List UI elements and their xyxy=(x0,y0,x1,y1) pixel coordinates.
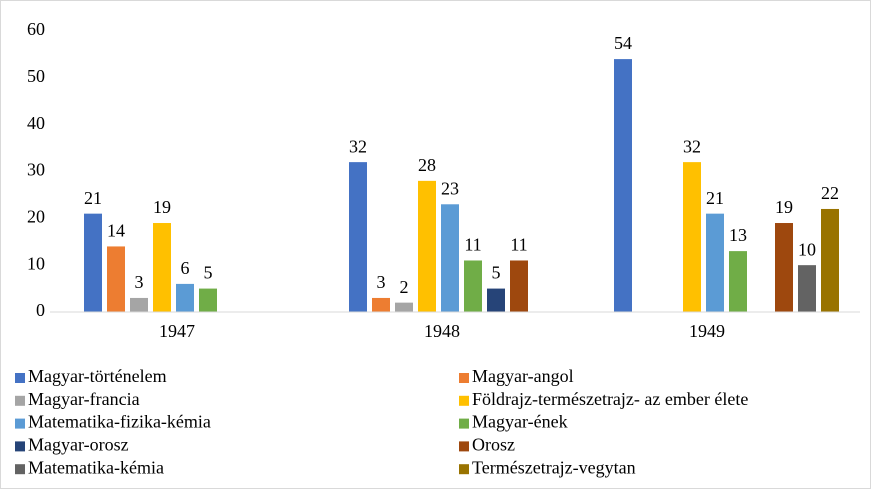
legend-swatch xyxy=(15,395,25,406)
bar xyxy=(349,162,367,312)
x-tick-label: 1949 xyxy=(689,321,725,341)
data-label: 10 xyxy=(798,239,816,259)
legend-swatch xyxy=(15,441,25,452)
bar xyxy=(176,283,194,312)
bar xyxy=(418,180,436,312)
bar xyxy=(683,162,701,312)
y-tick-label: 10 xyxy=(27,253,45,273)
bar xyxy=(706,213,724,312)
bar xyxy=(395,302,413,312)
x-tick-label: 1948 xyxy=(424,321,460,341)
bar xyxy=(614,59,632,312)
data-label: 21 xyxy=(84,188,102,208)
data-label: 21 xyxy=(706,188,724,208)
legend-label: Magyar-történelem xyxy=(28,366,167,386)
bar xyxy=(153,223,171,312)
data-label: 32 xyxy=(683,136,701,156)
data-label: 28 xyxy=(418,155,436,175)
legend-label: Matematika-kémia xyxy=(28,457,164,477)
legend-swatch xyxy=(15,373,25,383)
legend-label: Matematika-fizika-kémia xyxy=(28,412,211,432)
legend-label: Természetrajz-vegytan xyxy=(472,457,636,477)
y-tick-label: 0 xyxy=(36,300,45,320)
data-label: 22 xyxy=(821,183,839,203)
bar xyxy=(441,204,459,312)
legend-label: Magyar-angol xyxy=(472,366,574,386)
bar xyxy=(729,251,747,312)
legend-label: Magyar-francia xyxy=(28,389,140,409)
legend-swatch xyxy=(15,418,25,429)
legend-label: Magyar-ének xyxy=(472,412,568,432)
legend-swatch xyxy=(459,441,469,452)
data-label: 14 xyxy=(107,221,125,241)
y-tick-label: 50 xyxy=(27,66,45,86)
legend-swatch xyxy=(459,373,469,383)
data-label: 5 xyxy=(492,263,501,283)
legend-swatch xyxy=(459,395,469,406)
legend-swatch xyxy=(15,464,25,475)
bar xyxy=(821,208,839,312)
data-label: 11 xyxy=(510,235,527,255)
bar xyxy=(199,288,217,312)
data-label: 19 xyxy=(153,197,171,217)
data-label: 23 xyxy=(441,178,459,198)
legend-label: Földrajz-természetrajz- az ember élete xyxy=(472,389,748,409)
bar xyxy=(775,223,793,312)
data-label: 13 xyxy=(729,225,747,245)
bar xyxy=(510,260,528,312)
data-label: 32 xyxy=(349,136,367,156)
y-tick-label: 30 xyxy=(27,160,45,180)
y-tick-label: 60 xyxy=(27,19,45,39)
data-label: 54 xyxy=(614,33,632,53)
legend-swatch xyxy=(459,418,469,429)
x-tick-label: 1947 xyxy=(159,321,195,341)
data-label: 11 xyxy=(464,235,481,255)
bar xyxy=(372,297,390,312)
data-label: 19 xyxy=(775,197,793,217)
bar xyxy=(487,288,505,312)
bar xyxy=(130,297,148,312)
y-tick-label: 20 xyxy=(27,206,45,226)
data-label: 6 xyxy=(181,258,190,278)
data-label: 2 xyxy=(400,277,409,297)
bar xyxy=(84,213,102,312)
data-label: 3 xyxy=(377,272,386,292)
legend-label: Orosz xyxy=(472,435,515,455)
data-label: 3 xyxy=(135,272,144,292)
y-tick-label: 40 xyxy=(27,113,45,133)
bar xyxy=(464,260,482,312)
bar xyxy=(107,246,125,312)
bar xyxy=(798,265,816,312)
data-label: 5 xyxy=(204,263,213,283)
legend-label: Magyar-orosz xyxy=(28,435,129,455)
legend-swatch xyxy=(459,464,469,475)
